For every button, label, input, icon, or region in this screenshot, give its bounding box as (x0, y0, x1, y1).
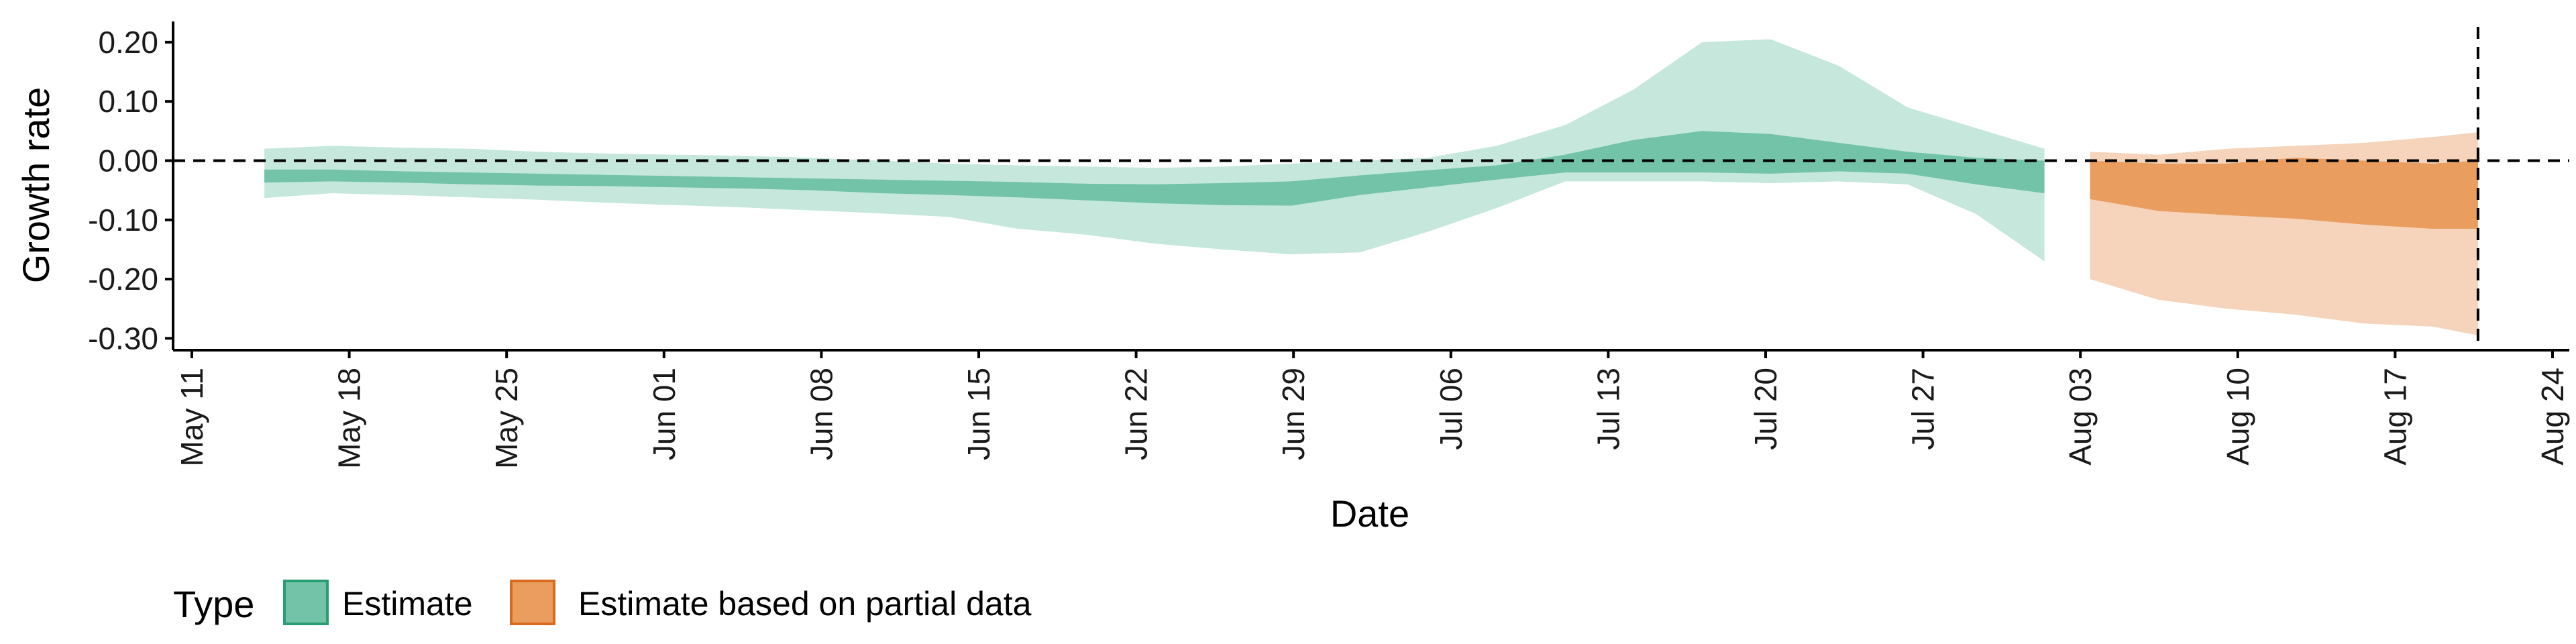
estimate-outer-band (264, 39, 2045, 262)
legend-swatch-estimate (283, 580, 329, 625)
y-tick-label: -0.20 (88, 262, 158, 297)
legend-label-estimate: Estimate (342, 585, 473, 623)
x-tick-label: Aug 10 (2220, 368, 2255, 466)
y-tick-label: 0.10 (98, 84, 158, 119)
x-tick-label: Jun 22 (1119, 368, 1154, 460)
x-tick-label: Aug 17 (2377, 368, 2412, 466)
x-tick-label: Jul 27 (1906, 368, 1941, 450)
y-axis-title: Growth rate (15, 87, 57, 284)
x-tick-label: May 25 (489, 368, 524, 469)
estimate-inner-band (264, 131, 2045, 206)
x-tick-label: Aug 24 (2535, 368, 2570, 466)
x-tick-label: Jul 06 (1434, 368, 1468, 450)
x-axis-ticks: May 11 May 18 May 25 Jun 01 Jun 08 Jun 15 Jun … (174, 350, 2570, 469)
y-tick-label: -0.30 (88, 321, 158, 356)
legend: Type Estimate Estimate based on partial … (173, 580, 1032, 625)
x-tick-label: May 11 (174, 368, 209, 466)
x-tick-label: Jun 08 (804, 368, 839, 460)
x-tick-label: Jul 13 (1591, 368, 1625, 450)
x-tick-label: Jul 20 (1748, 368, 1783, 450)
y-axis-ticks: 0.20 0.10 0.00 -0.10 -0.20 -0.30 (88, 25, 173, 356)
x-tick-label: May 18 (332, 368, 367, 469)
partial-estimate-inner-band (2090, 158, 2478, 229)
y-tick-label: 0.20 (98, 25, 158, 60)
x-tick-label: Jun 29 (1276, 368, 1311, 460)
legend-title: Type (173, 583, 254, 625)
x-tick-label: Jun 01 (647, 368, 682, 460)
y-tick-label: 0.00 (98, 143, 158, 178)
x-axis-title: Date (1330, 492, 1409, 535)
axes (172, 21, 2569, 352)
ribbon-layer (264, 39, 2478, 335)
x-tick-label: Aug 03 (2063, 368, 2098, 466)
x-tick-label: Jun 15 (961, 368, 996, 460)
legend-swatch-partial-estimate (510, 580, 555, 625)
legend-label-partial-estimate: Estimate based on partial data (578, 585, 1032, 623)
reference-lines (173, 27, 2569, 350)
y-tick-label: -0.10 (88, 203, 158, 237)
